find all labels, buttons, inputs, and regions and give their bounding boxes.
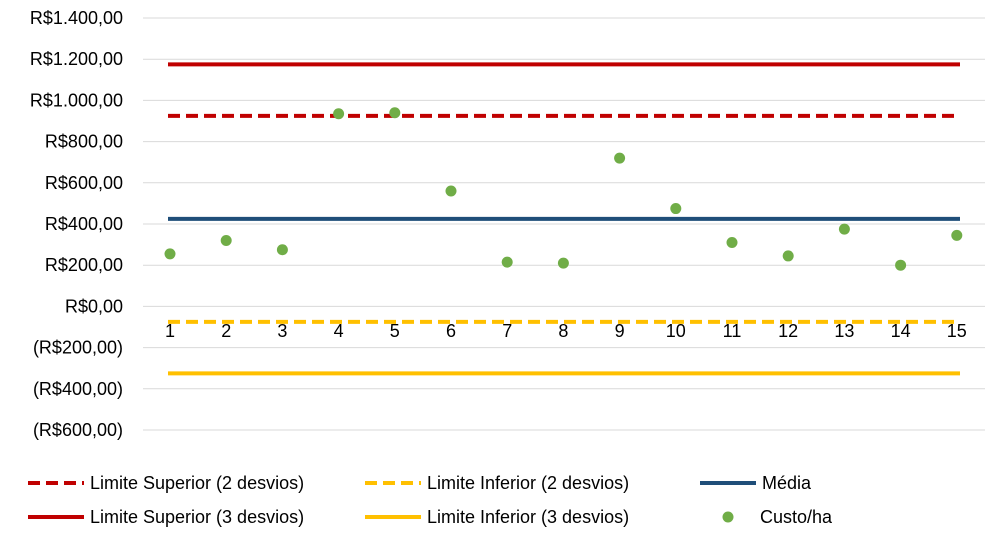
data-point-custo-ha xyxy=(614,152,626,164)
legend-label: Limite Superior (3 desvios) xyxy=(90,507,304,527)
x-tick-label: 2 xyxy=(221,321,231,341)
legend-label: Limite Inferior (3 desvios) xyxy=(427,507,629,527)
x-axis-tick-labels: 1 2 3 4 5 6 7 8 9 10 11 12 13 14 15 xyxy=(165,321,967,341)
data-point-custo-ha xyxy=(333,108,345,120)
y-tick-label: R$1.000,00 xyxy=(30,90,123,110)
x-tick-label: 11 xyxy=(723,321,742,341)
legend-item-media: Média xyxy=(700,473,812,493)
legend-label: Limite Superior (2 desvios) xyxy=(90,473,304,493)
x-tick-label: 12 xyxy=(778,321,798,341)
legend: Limite Superior (2 desvios) Limite Inferi… xyxy=(28,473,833,527)
x-tick-label: 9 xyxy=(615,321,625,341)
y-axis-tick-labels: R$1.400,00 R$1.200,00 R$1.000,00 R$800,00 R$… xyxy=(30,8,123,440)
x-tick-label: 7 xyxy=(502,321,512,341)
data-point-custo-ha xyxy=(276,244,288,256)
legend-label: Custo/ha xyxy=(760,507,833,527)
y-tick-label: R$200,00 xyxy=(45,255,123,275)
y-tick-label: (R$600,00) xyxy=(33,420,123,440)
legend-swatch xyxy=(722,511,734,523)
x-tick-label: 5 xyxy=(390,321,400,341)
y-tick-label: (R$400,00) xyxy=(33,379,123,399)
x-tick-label: 8 xyxy=(558,321,568,341)
legend-item-limite-inferior-3-desvios: Limite Inferior (3 desvios) xyxy=(365,507,629,527)
x-tick-label: 3 xyxy=(277,321,287,341)
grid-layer xyxy=(143,17,985,431)
y-tick-label: R$1.400,00 xyxy=(30,8,123,28)
y-tick-label: (R$200,00) xyxy=(33,338,123,358)
data-point-custo-ha xyxy=(726,237,738,249)
data-point-custo-ha xyxy=(838,223,850,235)
data-point-custo-ha xyxy=(220,234,232,246)
legend-label: Média xyxy=(762,473,812,493)
x-tick-label: 1 xyxy=(165,321,175,341)
x-tick-label: 4 xyxy=(334,321,344,341)
data-point-custo-ha xyxy=(389,107,401,119)
data-point-custo-ha xyxy=(164,248,176,260)
x-tick-label: 14 xyxy=(891,321,911,341)
legend-item-limite-inferior-2-desvios: Limite Inferior (2 desvios) xyxy=(365,473,629,493)
x-tick-label: 15 xyxy=(947,321,967,341)
y-tick-label: R$1.200,00 xyxy=(30,49,123,69)
x-tick-label: 13 xyxy=(834,321,854,341)
legend-item-custo-ha: Custo/ha xyxy=(722,507,833,527)
data-point-custo-ha xyxy=(782,250,794,262)
data-point-custo-ha xyxy=(445,185,457,197)
legend-item-limite-superior-2-desvios: Limite Superior (2 desvios) xyxy=(28,473,304,493)
x-tick-label: 10 xyxy=(666,321,686,341)
series-layer xyxy=(164,62,963,376)
data-point-custo-ha xyxy=(501,256,513,268)
data-point-custo-ha xyxy=(951,229,963,241)
data-point-custo-ha xyxy=(895,259,907,271)
data-point-custo-ha xyxy=(670,203,682,215)
x-tick-label: 6 xyxy=(446,321,456,341)
y-tick-label: R$0,00 xyxy=(65,296,123,316)
data-point-custo-ha xyxy=(557,257,569,269)
y-tick-label: R$800,00 xyxy=(45,132,123,152)
y-tick-label: R$400,00 xyxy=(45,214,123,234)
legend-label: Limite Inferior (2 desvios) xyxy=(427,473,629,493)
y-tick-label: R$600,00 xyxy=(45,173,123,193)
legend-item-limite-superior-3-desvios: Limite Superior (3 desvios) xyxy=(28,507,304,527)
